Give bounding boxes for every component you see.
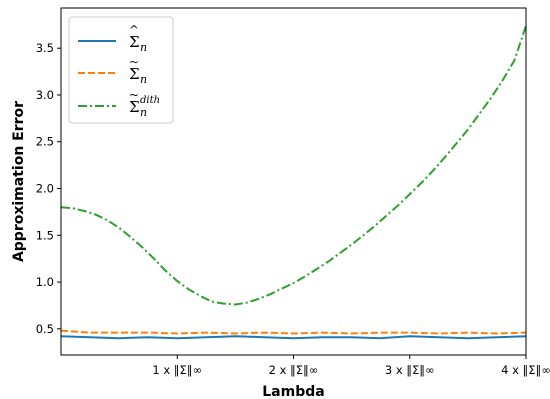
legend-label-2: Σ <box>129 98 140 116</box>
x-axis-label: Lambda <box>262 384 324 399</box>
x-tick-label: 2 x ‖Σ‖∞ <box>269 363 319 377</box>
y-tick-label: 1.5 <box>36 228 54 242</box>
legend-box <box>68 16 174 124</box>
legend-label-0: Σ <box>129 33 140 51</box>
y-tick-label: 2.0 <box>36 182 54 196</box>
legend-subscript-2: n <box>140 106 147 119</box>
legend-superscript-2: dith <box>140 95 160 106</box>
series-line-2 <box>60 25 527 306</box>
y-axis-ticks: 0.5 1.0 1.5 2.0 2.5 3.0 3.5 <box>36 41 61 336</box>
legend-label-1: Σ <box>129 65 140 83</box>
y-tick-label: 2.5 <box>36 135 54 149</box>
y-tick-label: 3.0 <box>36 88 54 102</box>
x-tick-label: 4 x ‖Σ‖∞ <box>501 363 550 377</box>
x-axis-ticks: 1 x ‖Σ‖∞ 2 x ‖Σ‖∞ 3 x ‖Σ‖∞ 4 x ‖Σ‖∞ <box>152 355 550 377</box>
y-tick-label: 3.5 <box>36 41 54 55</box>
x-tick-label: 3 x ‖Σ‖∞ <box>385 363 435 377</box>
legend-subscript-0: n <box>140 41 147 54</box>
series-line-0 <box>60 335 527 340</box>
legend-accent-2: ~ <box>129 88 139 102</box>
legend-accent-0: ^ <box>129 23 139 37</box>
series-line-1 <box>60 329 527 335</box>
y-tick-label: 0.5 <box>36 322 54 336</box>
y-axis-label: Approximation Error <box>11 101 27 262</box>
x-tick-label: 1 x ‖Σ‖∞ <box>152 363 202 377</box>
y-tick-label: 1.0 <box>36 275 54 289</box>
legend-subscript-1: n <box>140 73 147 86</box>
legend-accent-1: ~ <box>129 55 139 69</box>
plot-series-group <box>60 25 527 340</box>
